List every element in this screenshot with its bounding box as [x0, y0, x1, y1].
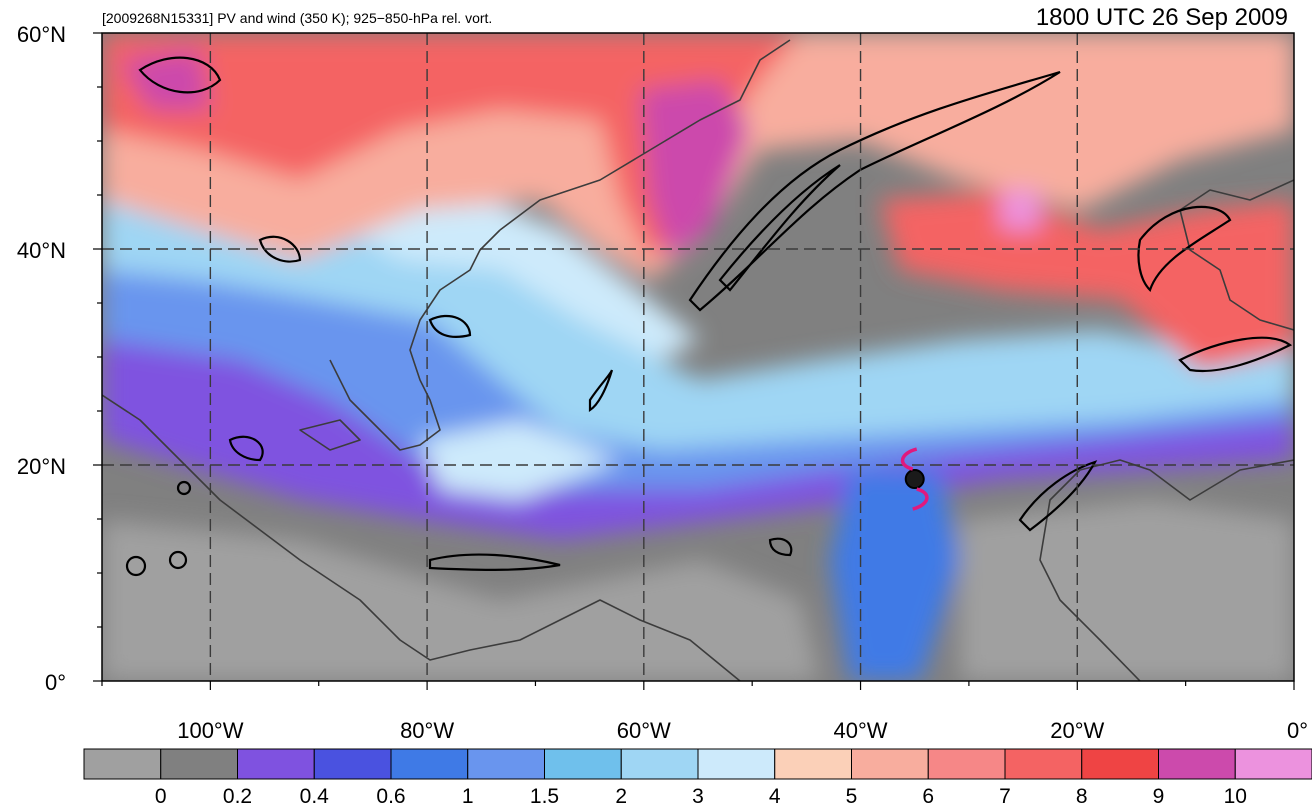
colorbar-label: 0.2: [223, 785, 252, 808]
colorbar-swatch: [237, 748, 315, 780]
colorbar: 0 0.2 0.4 0.6 1 1.5 2 3 4 5 6 7 8 9 10: [83, 748, 1312, 808]
coastlines: [102, 39, 1294, 681]
colorbar-label: 0.4: [300, 785, 330, 808]
colorbar-swatch: [851, 748, 929, 780]
colorbar-swatch: [1234, 748, 1312, 780]
lat-axis-labels: 60°N 40°N 20°N 0°: [17, 22, 66, 695]
colorbar-swatch: [1004, 748, 1083, 780]
lat-label-0: 0°: [45, 670, 66, 695]
cyclone-arm-upper: [900, 447, 918, 471]
lon-label-60w: 60°W: [617, 718, 671, 743]
lon-label-40w: 40°W: [834, 718, 888, 743]
tropical-cyclone-icon: [904, 469, 925, 490]
colorbar-swatch: [774, 748, 852, 780]
colorbar-swatch: [697, 748, 776, 780]
colorbar-swatch: [927, 748, 1006, 780]
axis-ticks: [93, 32, 1295, 690]
colorbar-swatch: [1158, 748, 1236, 780]
colorbar-label: 4: [769, 785, 781, 808]
colorbar-swatch: [83, 748, 162, 780]
lat-label-60n: 60°N: [17, 22, 66, 47]
lat-label-40n: 40°N: [17, 238, 66, 263]
storm-symbol-group: [900, 447, 929, 511]
colorbar-label: 1.5: [530, 785, 559, 808]
lon-label-100w: 100°W: [177, 718, 244, 743]
colorbar-swatch: [313, 748, 392, 780]
colorbar-label: 0: [155, 785, 167, 808]
colorbar-label: 5: [846, 785, 858, 808]
colorbar-label: 7: [999, 785, 1011, 808]
lon-label-0: 0°: [1287, 718, 1308, 743]
cyclone-arm-lower: [912, 487, 929, 511]
figure-title-left: [2009268N15331] PV and wind (350 K); 925…: [102, 10, 492, 26]
lat-label-20n: 20°N: [17, 454, 66, 479]
map-plot-area: [102, 33, 1294, 681]
colorbar-label: 2: [615, 785, 627, 808]
colorbar-label: 6: [922, 785, 934, 808]
colorbar-swatch: [620, 748, 699, 780]
colorbar-label: 9: [1153, 785, 1165, 808]
colorbar-swatch: [390, 748, 469, 780]
colorbar-label: 8: [1076, 785, 1088, 808]
colorbar-label: 10: [1224, 785, 1247, 808]
grid-lines: [102, 33, 1294, 681]
pv-shading: [102, 33, 1294, 681]
colorbar-swatch: [544, 748, 622, 780]
lon-label-20w: 20°W: [1050, 718, 1104, 743]
colorbar-label: 0.6: [376, 785, 405, 808]
lon-axis-labels: 100°W 80°W 60°W 40°W 20°W 0°: [177, 718, 1308, 743]
colorbar-swatch: [1081, 748, 1159, 780]
colorbar-swatch: [160, 748, 238, 780]
colorbar-label: 1: [462, 785, 474, 808]
figure-title-right: 1800 UTC 26 Sep 2009: [1036, 4, 1288, 31]
lon-label-80w: 80°W: [400, 718, 454, 743]
colorbar-label: 3: [692, 785, 704, 808]
colorbar-swatch: [467, 748, 545, 780]
vorticity-contours: [125, 56, 1293, 577]
